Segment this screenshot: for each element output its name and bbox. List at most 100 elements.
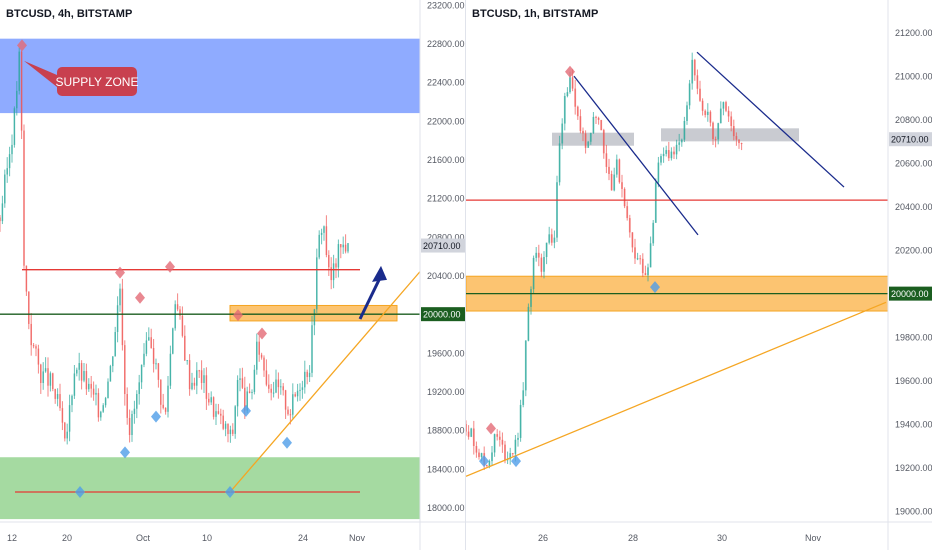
candle-body xyxy=(241,378,244,388)
candle-body xyxy=(553,237,556,243)
candle-body xyxy=(59,394,61,409)
candle-body xyxy=(138,382,140,395)
price-label: 20000.00 xyxy=(891,289,929,299)
panel-divider xyxy=(465,0,466,550)
candle-body xyxy=(587,141,590,148)
candle-body xyxy=(119,288,121,306)
candle-body xyxy=(172,328,174,354)
candle-body xyxy=(287,409,289,415)
candle-body xyxy=(61,408,64,423)
candle-body xyxy=(488,461,491,467)
candle-body xyxy=(121,288,124,346)
candle-body xyxy=(496,434,499,437)
candle-body xyxy=(501,439,504,445)
y-tick-label: 18400.00 xyxy=(427,464,465,474)
candle-body xyxy=(148,337,150,341)
zone-1 xyxy=(0,457,420,520)
candle-body xyxy=(344,244,347,252)
candle-body xyxy=(169,353,172,386)
candle-body xyxy=(198,370,200,372)
chart-panel-1h[interactable]: 21200.00 21000.00 20800.00 20600.00 20400.00… xyxy=(465,0,932,550)
candle-body xyxy=(628,218,631,233)
candle-body xyxy=(107,381,109,399)
candle-body xyxy=(688,83,691,106)
candle-body xyxy=(491,452,493,462)
candle-body xyxy=(478,452,480,458)
candle-body xyxy=(280,386,282,388)
candle-body xyxy=(320,232,323,235)
candle-body xyxy=(284,390,287,410)
candle-body xyxy=(263,357,265,371)
candle-body xyxy=(217,411,220,414)
candle-body xyxy=(673,151,675,155)
candle-body xyxy=(730,116,733,127)
candle-body xyxy=(85,371,88,390)
candle-body xyxy=(517,437,519,440)
y-tick-label: 19200.00 xyxy=(427,387,465,397)
candle-body xyxy=(592,116,595,133)
candle-body xyxy=(251,391,253,394)
y-tick-label: 19600.00 xyxy=(895,376,932,386)
candle-body xyxy=(145,340,148,354)
candle-body xyxy=(524,340,527,391)
candle-body xyxy=(35,346,37,349)
marker-blue xyxy=(151,410,161,423)
candle-body xyxy=(308,372,311,378)
candle-body xyxy=(691,59,694,84)
candle-body xyxy=(323,226,325,233)
chart-1h[interactable]: 21200.00 21000.00 20800.00 20600.00 20400.00… xyxy=(465,0,932,550)
candle-body xyxy=(727,110,730,117)
candle-body xyxy=(30,323,32,346)
candle-body xyxy=(301,387,304,390)
candle-body xyxy=(561,123,564,144)
candle-body xyxy=(181,315,184,336)
candle-body xyxy=(644,273,647,276)
y-tick-label: 19400.00 xyxy=(895,420,932,430)
candle-body xyxy=(467,431,470,437)
x-tick-label: 24 xyxy=(298,533,308,543)
candle-body xyxy=(131,414,133,435)
candle-body xyxy=(191,382,193,390)
y-tick-label: 20400.00 xyxy=(895,202,932,212)
candle-body xyxy=(330,267,332,281)
candle-body xyxy=(522,390,525,405)
x-tick-label: 10 xyxy=(202,533,212,543)
candle-body xyxy=(683,120,686,140)
candle-body xyxy=(558,143,561,183)
candle-body xyxy=(667,150,670,159)
candle-body xyxy=(232,429,234,434)
candle-body xyxy=(124,345,126,395)
candle-body xyxy=(210,397,212,403)
candle-body xyxy=(735,136,738,140)
arrow-head xyxy=(372,265,387,282)
candle-body xyxy=(631,232,634,248)
candle-body xyxy=(328,255,330,268)
candle-body xyxy=(647,267,649,276)
candle-body xyxy=(712,122,714,140)
candle-body xyxy=(277,379,280,388)
candle-body xyxy=(504,444,506,461)
price-label: 20000.00 xyxy=(423,310,461,320)
candle-body xyxy=(78,363,80,370)
candle-body xyxy=(654,182,657,223)
candle-body xyxy=(136,394,138,409)
candle-body xyxy=(16,90,18,109)
candle-body xyxy=(294,394,296,397)
chart-4h[interactable]: SUPPLY ZONE 23200.00 22800.00 22400.00 22000… xyxy=(0,0,467,550)
candle-body xyxy=(23,130,25,266)
chart-panel-4h[interactable]: SUPPLY ZONE 23200.00 22800.00 22400.00 22000… xyxy=(0,0,467,550)
candle-body xyxy=(270,388,272,393)
candle-body xyxy=(313,309,316,326)
candle-body xyxy=(258,341,260,355)
candle-body xyxy=(239,378,241,381)
candle-body xyxy=(621,182,623,189)
candle-body xyxy=(693,59,696,76)
y-tick-label: 21600.00 xyxy=(427,155,465,165)
candle-body xyxy=(193,382,196,386)
x-tick-label: Nov xyxy=(349,533,366,543)
candle-body xyxy=(282,386,284,391)
candle-body xyxy=(540,257,543,272)
plot-area xyxy=(466,0,888,522)
candle-body xyxy=(205,375,208,399)
